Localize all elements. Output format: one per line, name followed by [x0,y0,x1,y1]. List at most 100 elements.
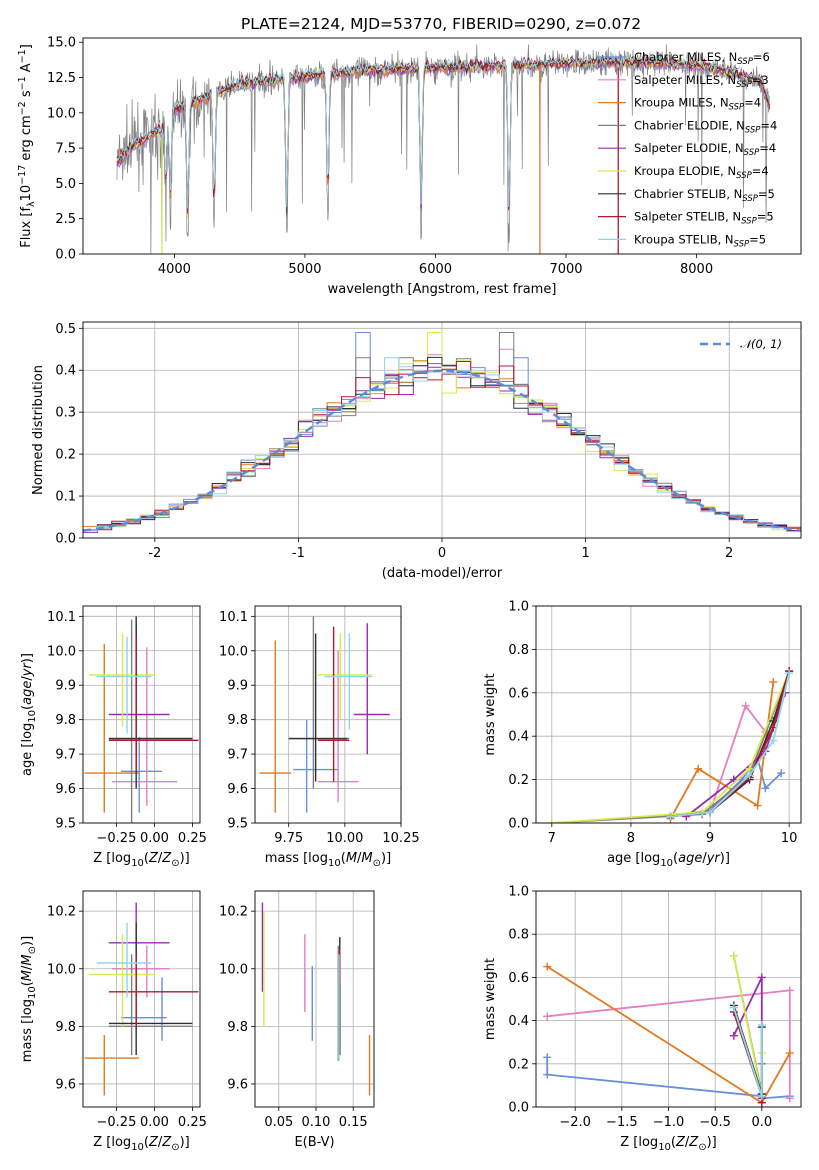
legend-entry: Kroupa MILES, NSSP=4 [634,96,761,113]
legend-sub: SSP [729,103,745,113]
y-tick-label: 10.0 [47,106,76,121]
x-tick-label: 8000 [680,262,713,277]
y-tick-label: 9.8 [55,713,76,728]
errorbar-point [108,954,199,1027]
x-tick-label: 0.0 [751,1115,772,1130]
x-tick-label: 0.00 [140,1115,169,1130]
y-tick-label: 10.0 [219,644,248,659]
x-tick-label: 0.25 [178,831,207,846]
y-tick-label: 0.2 [508,773,529,788]
legend-entry: Salpeter STELIB, NSSP=5 [634,210,774,227]
weight-marker [729,1003,738,1012]
legend-label: Kroupa MILES, N [634,96,729,110]
x-tick-label: -1 [292,546,305,561]
errorbar-point [108,616,193,789]
legend-sub: SSP [736,80,752,90]
x-tick-label: 2 [725,546,733,561]
legend-entry: 𝒩(0, 1) [740,337,782,351]
y-tick-label: 9.8 [227,1020,248,1035]
figure-title: PLATE=2124, MJD=53770, FIBERID=0290, z=0… [241,15,641,33]
x-tick-label: −1.5 [606,1115,638,1130]
errorbar-point [111,647,178,806]
weight-marker [761,784,770,793]
x-tick-label: 0.00 [140,831,169,846]
y-tick-label: 0.0 [508,1101,529,1116]
legend-label: Kroupa ELODIE, N [634,164,736,178]
x-tick-label: −0.25 [97,1115,137,1130]
ticks: −0.25 0.00 0.25 9.6 9.8 10.0 10.2 [47,905,207,1130]
x-tick-label: 0.15 [339,1115,368,1130]
y-tick-label: 0.1 [55,490,76,505]
age-vs-mass-x-label: mass [log10(M/M⊙)] [265,851,391,869]
legend-suffix: =6 [753,50,770,64]
y-tick-label: 9.6 [55,1077,76,1092]
plot-area [116,44,771,254]
x-tick-label: 0.10 [302,1115,331,1130]
errorbar-point [317,650,359,803]
y-tick-label: 9.5 [55,817,76,832]
errorbar-point [108,623,170,755]
weight-marker [729,1031,738,1040]
legend-suffix: =5 [749,232,766,246]
gridlines [536,605,801,824]
weight-marker [757,1020,766,1029]
y-tick-label: 0.2 [508,1057,529,1072]
x-tick-label: −2.0 [559,1115,591,1130]
x-tick-label: -2 [148,546,161,561]
x-tick-label: 9.75 [274,831,303,846]
residual-x-label: (data-model)/error [382,566,503,581]
errorbar-point [89,934,155,1027]
legend-suffix: =4 [759,141,776,155]
age-vs-z-x-label: Z [log10(Z/Z⊙)] [93,851,190,869]
spectrum-model-line [116,52,771,209]
errorbar-point [288,633,348,782]
legend-label: Salpeter STELIB, N [634,210,741,224]
y-tick-label: 7.5 [55,142,76,157]
histogram-legend: 𝒩(0, 1) [700,337,782,351]
plot-area [259,616,390,813]
weight-marker [757,1092,766,1101]
x-tick-label: 10 [781,831,798,846]
axes-frame [82,321,802,539]
weight-marker [543,1012,552,1021]
y-tick-label: 0.2 [55,448,76,463]
x-tick-label: −0.5 [699,1115,731,1130]
y-tick-label: 10.2 [219,905,248,920]
ticks: 9.75 10.00 10.25 9.5 9.6 9.7 9.8 9.9 10.0 10.1 [219,610,420,846]
x-tick-label: 5000 [288,262,321,277]
ticks: -2 -1 0 1 2 0.0 0.1 0.2 0.3 0.4 0.5 [55,322,733,561]
legend-sub: SSP [737,57,753,67]
legend-label: Kroupa STELIB, N [634,232,734,246]
x-tick-label: 0.25 [178,1115,207,1130]
weight-marker [543,1070,552,1079]
y-tick-label: 0.6 [508,686,529,701]
mass-vs-z-x-label: Z [log10(Z/Z⊙)] [93,1135,190,1153]
panel-mass_vs_EBV: 0.05 0.10 0.15 9.6 9.8 10.0 10.2 E(B-V) [219,890,375,1150]
y-tick-label: 9.7 [55,748,76,763]
x-tick-label: 0 [438,546,446,561]
y-tick-label: 5.0 [55,177,76,192]
errorbar-point [96,922,152,998]
legend-label: Chabrier ELODIE, N [634,118,745,132]
errorbar-point [317,626,350,782]
spectrum-x-label: wavelength [Angstrom, rest frame] [328,282,557,297]
errorbar-point [108,954,193,1056]
weight-marker [729,951,738,960]
legend-entry: Salpeter MILES, NSSP=3 [634,73,769,90]
mass-vs-ebv-x-label: E(B-V) [294,1135,334,1150]
legend-suffix: =5 [757,210,774,224]
errorbar-point [84,1035,140,1096]
y-tick-label: 1.0 [508,600,529,615]
legend-suffix: =3 [752,73,769,87]
x-tick-label: −0.25 [97,831,137,846]
x-tick-label: 6000 [419,262,452,277]
errorbar-point [111,945,170,998]
weight-marker [769,736,778,745]
y-tick-label: 9.8 [55,1020,76,1035]
errorbar-point [324,633,372,730]
errorbar-point [108,619,193,823]
age-vs-z-y-label: age [log10(age/yr)] [20,653,38,776]
gridlines [255,891,374,1107]
x-tick-label: 0.05 [264,1115,293,1130]
y-tick-label: 9.8 [227,713,248,728]
